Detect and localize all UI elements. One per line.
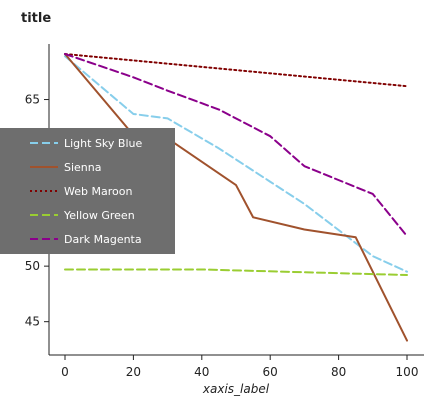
- x-axis-label: xaxis_label: [202, 382, 270, 396]
- series-line-light-sky-blue: [64, 55, 408, 273]
- series-line-yellow-green: [64, 268, 408, 277]
- x-tick-label: 40: [194, 365, 209, 379]
- legend-label: Dark Magenta: [64, 233, 142, 246]
- x-tick-label: 20: [126, 365, 141, 379]
- legend: Light Sky Blue Sienna Web Maroon Yellow Gre…: [0, 128, 175, 254]
- y-tick-label: 65: [25, 93, 40, 107]
- legend-label: Yellow Green: [63, 209, 135, 222]
- x-tick-label: 100: [396, 365, 419, 379]
- y-tick-label: 50: [25, 259, 40, 273]
- legend-box: [0, 128, 175, 254]
- legend-label: Light Sky Blue: [64, 137, 142, 150]
- legend-label: Sienna: [64, 161, 102, 174]
- chart-title: title: [21, 11, 51, 26]
- legend-label: Web Maroon: [64, 185, 132, 198]
- series-line-dark-magenta: [64, 52, 408, 238]
- series-line-web-maroon: [64, 52, 408, 88]
- x-tick-label: 60: [263, 365, 278, 379]
- y-tick-label: 45: [25, 315, 40, 329]
- x-tick-label: 0: [61, 365, 69, 379]
- x-tick-label: 80: [331, 365, 346, 379]
